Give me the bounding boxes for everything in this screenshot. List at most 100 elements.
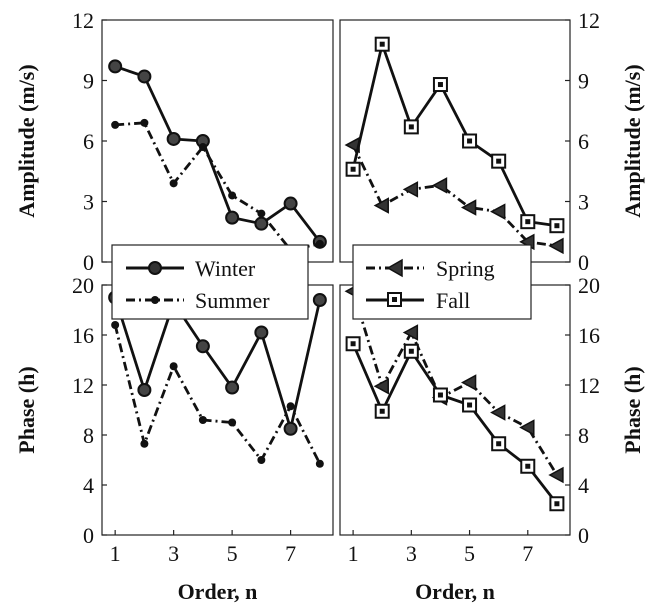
point-summer-6	[257, 456, 266, 464]
y-tick-label-top-right-2: 6	[578, 129, 589, 154]
point-spring-5	[460, 199, 477, 216]
point-spring-7	[519, 419, 535, 436]
point-summer-1	[111, 120, 120, 129]
point-spring-4	[431, 177, 448, 194]
legend-spring-marker	[386, 258, 403, 278]
y-tick-label-bottom-right-2: 8	[578, 423, 589, 448]
point-fall-1-center	[350, 341, 356, 347]
point-summer-5	[228, 191, 237, 200]
legend-left-box	[111, 244, 309, 320]
point-fall-1-center	[350, 166, 356, 172]
y-tick-label-top-right-3: 9	[578, 69, 589, 94]
point-fall-4-center	[437, 82, 443, 88]
legend-fall-marker-center	[392, 297, 397, 302]
series-spring-top-right	[344, 136, 564, 255]
point-winter-3	[166, 131, 181, 146]
series-line-summer	[113, 324, 322, 465]
point-summer-4	[198, 416, 207, 424]
point-spring-3	[402, 324, 419, 341]
x-tick-label-bottom-right-2: 5	[464, 541, 475, 566]
point-summer-4	[198, 143, 207, 152]
y-tick-label-top-left-4: 12	[72, 8, 94, 33]
series-line-summer	[115, 121, 321, 252]
point-spring-8	[548, 237, 564, 255]
point-fall-8-center	[554, 223, 560, 229]
point-summer-3	[169, 362, 178, 371]
plot-frame-bottom-left	[101, 284, 334, 536]
plot-frame-top-left	[101, 19, 334, 263]
y-tick-label-bottom-right-5: 20	[578, 273, 600, 298]
series-line-winter	[113, 297, 322, 431]
point-winter-7	[283, 196, 298, 211]
point-winter-1	[108, 59, 123, 74]
point-summer-8	[315, 459, 324, 468]
series-summer-bottom-left	[111, 321, 324, 468]
point-spring-8	[548, 466, 564, 484]
point-winter-5	[225, 380, 240, 395]
legend-summer-marker	[151, 296, 159, 304]
y-axis-title-top-right: Amplitude (m/s)	[620, 64, 645, 217]
series-winter-top-left	[108, 59, 327, 249]
point-summer-2	[140, 118, 149, 127]
y-tick-label-top-left-2: 6	[83, 129, 94, 154]
point-fall-2-center	[379, 408, 385, 414]
point-winter-2	[137, 383, 152, 397]
point-summer-8	[315, 239, 324, 248]
legend-winter-marker	[148, 261, 162, 275]
y-tick-label-bottom-right-4: 16	[578, 323, 600, 348]
point-summer-1	[111, 321, 120, 329]
legend-summer-label: Summer	[195, 288, 270, 313]
y-tick-label-bottom-left-1: 4	[83, 473, 94, 498]
y-tick-label-bottom-left-4: 16	[72, 323, 94, 348]
y-tick-label-bottom-left-5: 20	[72, 273, 94, 298]
y-axis-title-bottom-left: Phase (h)	[14, 366, 39, 453]
point-winter-6	[254, 325, 269, 340]
x-tick-label-bottom-right-3: 7	[522, 541, 533, 566]
series-fall-bottom-right	[345, 336, 565, 512]
legend-fall-label: Fall	[436, 288, 470, 313]
plot-frame-bottom-right	[339, 284, 571, 536]
y-tick-label-bottom-left-0: 0	[83, 523, 94, 548]
y-axis-title-bottom-right: Phase (h)	[620, 366, 645, 453]
point-fall-6-center	[496, 158, 502, 164]
point-fall-8-center	[554, 501, 560, 507]
point-fall-6-center	[496, 441, 502, 447]
point-fall-2-center	[379, 41, 385, 47]
plot-frame-top-right	[339, 19, 571, 263]
point-winter-4	[195, 339, 210, 354]
y-tick-label-top-left-0: 0	[83, 250, 94, 275]
y-tick-label-top-right-0: 0	[578, 250, 589, 275]
panel-bottom-left: 0 4 8 12 16 20 1 3 5 7 Order, n Phase (h)	[14, 273, 334, 604]
y-axis-title-top-left: Amplitude (m/s)	[14, 64, 39, 217]
point-winter-2	[137, 69, 152, 84]
x-axis-title-bottom-right: Order, n	[415, 579, 495, 604]
legend-right-box	[352, 244, 532, 320]
point-fall-5-center	[467, 138, 473, 144]
point-fall-3-center	[408, 348, 414, 354]
legend-spring-label: Spring	[436, 256, 495, 281]
point-fall-3-center	[408, 124, 414, 130]
point-spring-3	[402, 181, 419, 198]
series-summer-top-left	[111, 118, 324, 254]
point-winter-7	[283, 421, 298, 436]
point-fall-5-center	[467, 402, 473, 408]
panel-bottom-right: 0 4 8 12 16 20 1 3 5 7 Order, n Phase (h)	[339, 273, 645, 604]
y-tick-label-top-right-1: 3	[578, 190, 589, 215]
series-line-spring	[351, 290, 559, 476]
point-winter-8	[312, 293, 327, 307]
y-tick-label-top-right-4: 12	[578, 8, 600, 33]
x-tick-label-bottom-left-0: 1	[110, 541, 121, 566]
point-summer-2	[140, 439, 149, 448]
y-tick-label-bottom-left-3: 12	[72, 373, 94, 398]
point-spring-2	[373, 197, 389, 214]
series-line-winter	[114, 65, 321, 243]
y-tick-label-bottom-right-3: 12	[578, 373, 600, 398]
x-axis-title-bottom-left: Order, n	[178, 579, 258, 604]
point-fall-4-center	[437, 392, 443, 398]
x-tick-label-bottom-right-1: 3	[406, 541, 417, 566]
x-tick-label-bottom-left-3: 7	[285, 541, 296, 566]
point-summer-3	[169, 179, 178, 188]
legend-winter-label: Winter	[195, 256, 256, 281]
point-summer-7	[286, 402, 295, 411]
